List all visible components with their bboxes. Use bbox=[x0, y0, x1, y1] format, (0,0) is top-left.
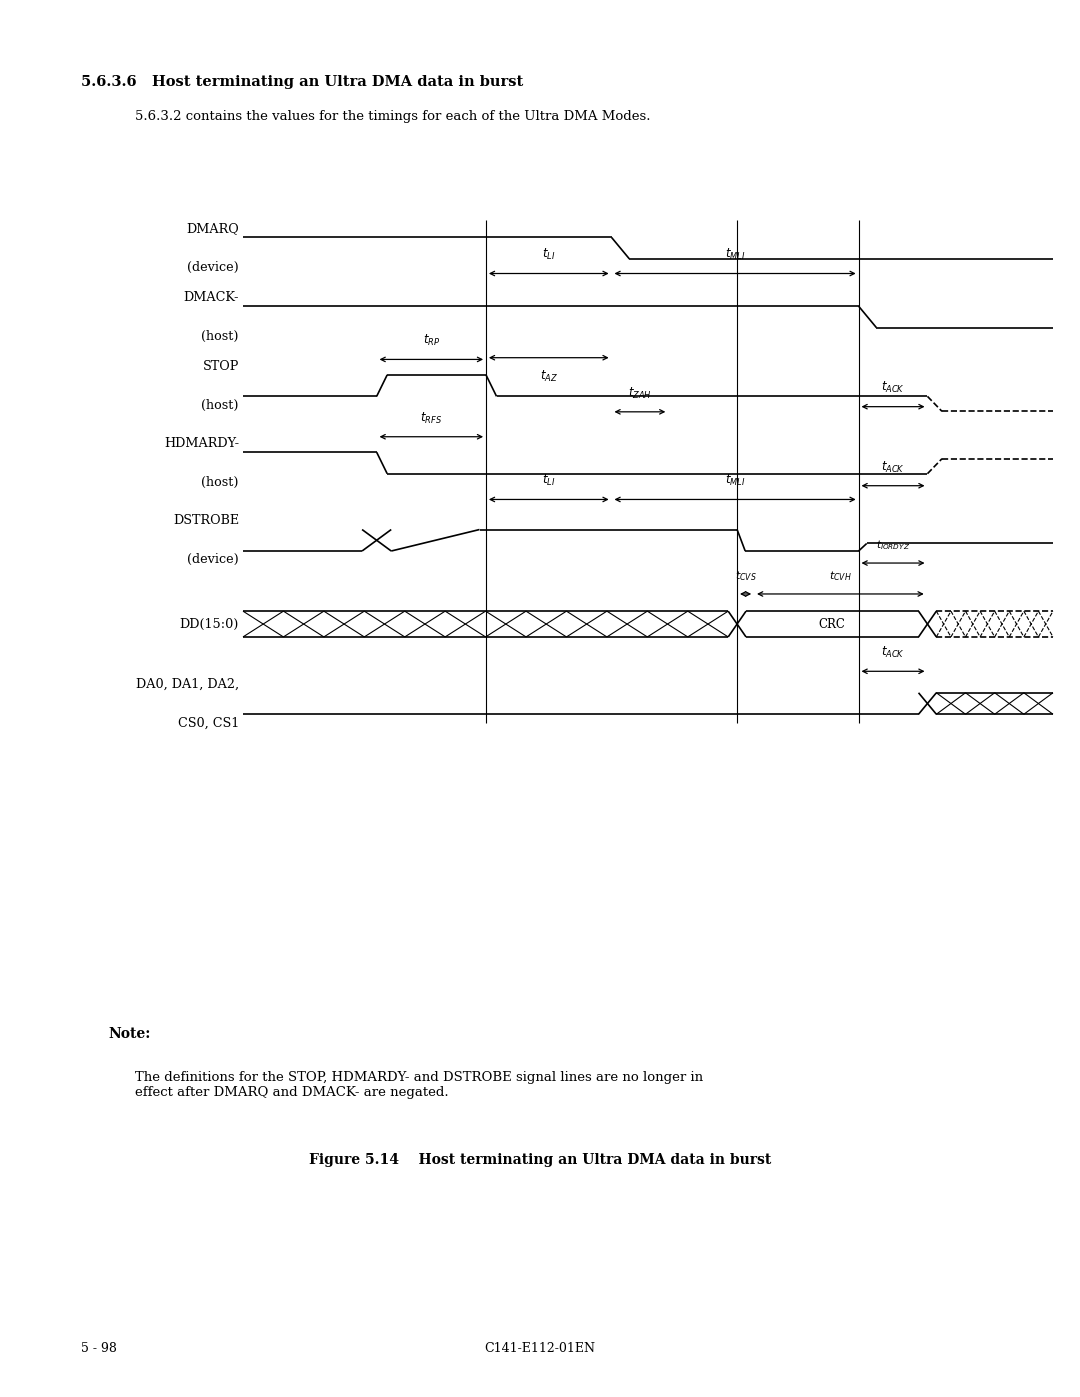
Text: CS0, CS1: CS0, CS1 bbox=[170, 717, 239, 729]
Text: $t_{AZ}$: $t_{AZ}$ bbox=[540, 369, 557, 384]
Text: 5.6.3.2 contains the values for the timings for each of the Ultra DMA Modes.: 5.6.3.2 contains the values for the timi… bbox=[135, 110, 650, 123]
Text: 5 - 98: 5 - 98 bbox=[81, 1343, 117, 1355]
Text: DMACK-: DMACK- bbox=[184, 291, 239, 303]
Text: CRC: CRC bbox=[819, 617, 846, 630]
Text: $t_{CVS}$: $t_{CVS}$ bbox=[734, 569, 756, 583]
Text: The definitions for the STOP, HDMARDY- and DSTROBE signal lines are no longer in: The definitions for the STOP, HDMARDY- a… bbox=[135, 1071, 703, 1099]
Text: $t_{MLI}$: $t_{MLI}$ bbox=[725, 474, 745, 489]
Text: C141-E112-01EN: C141-E112-01EN bbox=[485, 1343, 595, 1355]
Text: (host): (host) bbox=[202, 476, 239, 489]
Text: $t_{ACK}$: $t_{ACK}$ bbox=[881, 645, 905, 661]
Text: Figure 5.14    Host terminating an Ultra DMA data in burst: Figure 5.14 Host terminating an Ultra DM… bbox=[309, 1153, 771, 1166]
Text: HDMARDY-: HDMARDY- bbox=[164, 437, 239, 450]
Text: $t_{RFS}$: $t_{RFS}$ bbox=[420, 411, 443, 426]
Text: $t_{ACK}$: $t_{ACK}$ bbox=[881, 380, 905, 395]
Text: (device): (device) bbox=[187, 261, 239, 274]
Text: $t_{RP}$: $t_{RP}$ bbox=[422, 332, 440, 348]
Text: $t_{MLI}$: $t_{MLI}$ bbox=[725, 247, 745, 263]
Text: 5.6.3.6   Host terminating an Ultra DMA data in burst: 5.6.3.6 Host terminating an Ultra DMA da… bbox=[81, 75, 523, 89]
Text: STOP: STOP bbox=[203, 359, 239, 373]
Text: $t_{IORDYZ}$: $t_{IORDYZ}$ bbox=[876, 538, 910, 552]
Text: $t_{ACK}$: $t_{ACK}$ bbox=[881, 460, 905, 475]
Text: DD(15:0): DD(15:0) bbox=[179, 617, 239, 630]
Text: $t_{CVH}$: $t_{CVH}$ bbox=[829, 569, 852, 583]
Text: $t_{ZAH}$: $t_{ZAH}$ bbox=[627, 386, 652, 401]
Text: $t_{LI}$: $t_{LI}$ bbox=[542, 247, 555, 263]
Text: (host): (host) bbox=[202, 398, 239, 412]
Text: $t_{LI}$: $t_{LI}$ bbox=[542, 474, 555, 489]
Text: DMARQ: DMARQ bbox=[186, 222, 239, 235]
Text: Note:: Note: bbox=[108, 1027, 150, 1041]
Text: (device): (device) bbox=[187, 553, 239, 566]
Text: DA0, DA1, DA2,: DA0, DA1, DA2, bbox=[136, 678, 239, 690]
Text: (host): (host) bbox=[202, 330, 239, 342]
Text: DSTROBE: DSTROBE bbox=[173, 514, 239, 527]
